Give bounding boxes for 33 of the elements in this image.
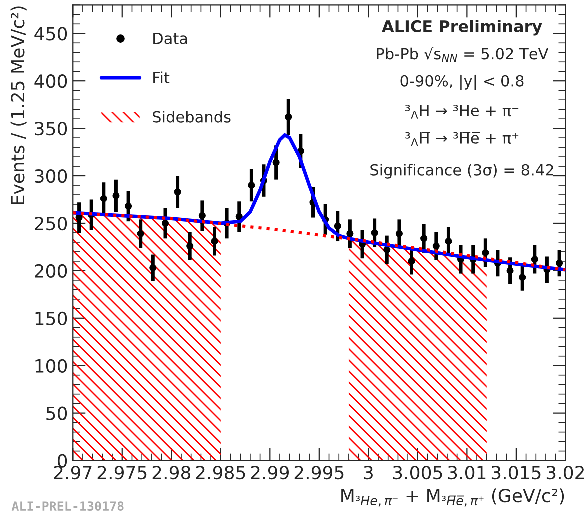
annotation: ALICE Preliminary: [382, 20, 542, 36]
annotation: ³$_{Λ}$H → ³He + π⁻: [406, 104, 519, 119]
x-tick-label: 2.975: [98, 466, 147, 480]
x-tick-label: 2.97: [54, 466, 92, 480]
y-tick-label: 100: [36, 359, 68, 373]
y-tick-label: 300: [35, 169, 68, 184]
y-axis-title: Events / (1.25 MeV/c²): [10, 6, 27, 204]
x-tick-label: 3.015: [492, 466, 541, 480]
x-tick-label: 3.01: [448, 466, 486, 480]
x-tick-label: 2.985: [196, 466, 246, 480]
legend-label: Fit: [154, 72, 170, 84]
annotation: Significance (3σ) = 8.42: [370, 164, 554, 179]
y-tick-label: 350: [35, 122, 68, 136]
annotation: 0-90%, |y| < 0.8: [400, 74, 524, 90]
annotation: Pb-Pb √s$_{NN}$ = 5.02 TeV: [377, 47, 549, 62]
y-tick-label: 200: [35, 264, 68, 278]
y-tick-label: 250: [35, 216, 68, 231]
legend-label: Data: [154, 33, 188, 44]
x-tick-label: 3: [364, 466, 373, 480]
x-tick-label: 3.005: [393, 466, 442, 480]
legend-label: Sidebands: [153, 111, 231, 123]
x-axis-title: M$_{³He,π⁻}$ + M$_{³H̅e̅,π⁺}$ (GeV/c²): [342, 488, 564, 507]
annotation: ³$_{Λ}$H̅ → ³H̅e̅ + π⁺: [406, 132, 519, 146]
y-tick-label: 450: [34, 27, 68, 41]
x-tick-label: 3.02: [546, 466, 584, 480]
x-tick-label: 2.98: [152, 466, 191, 480]
y-tick-label: 0: [58, 454, 68, 468]
x-tick-label: 2.995: [294, 466, 344, 480]
x-tick-label: 2.99: [251, 466, 289, 480]
text: ALI-PREL-130178: [12, 502, 124, 512]
y-tick-label: 50: [46, 406, 68, 420]
y-tick-label: 400: [34, 74, 68, 88]
y-tick-label: 150: [36, 312, 68, 326]
